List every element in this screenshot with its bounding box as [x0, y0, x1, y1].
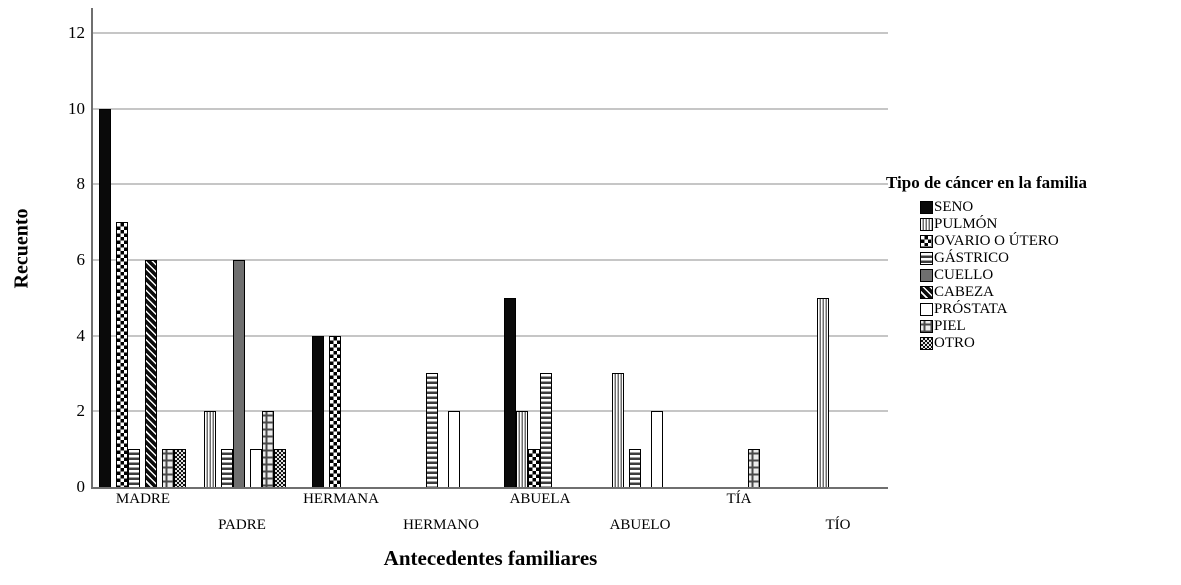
bar: [99, 109, 112, 487]
legend-item: SENO: [920, 199, 1087, 216]
bar: [426, 373, 439, 487]
legend-label: OVARIO O ÚTERO: [934, 232, 1059, 249]
y-tick-label: 2: [76, 401, 86, 420]
bar: [503, 298, 516, 487]
y-tick-label: 12: [68, 23, 85, 42]
legend-swatch-icon: [920, 217, 933, 231]
bar: [273, 449, 286, 487]
bar: [261, 411, 274, 487]
legend-label: PIEL: [934, 317, 966, 334]
legend-label: SENO: [934, 198, 974, 215]
legend-item: PRÓSTATA: [920, 301, 1087, 318]
y-tick-label: 0: [76, 477, 86, 496]
bar: [174, 449, 187, 487]
x-category-label: HERMANA: [303, 491, 379, 507]
bar-group-madre: [93, 10, 192, 487]
bar: [220, 449, 233, 487]
bar: [611, 373, 624, 487]
x-axis-title: Antecedentes familiares: [383, 546, 598, 570]
legend-swatch-icon: [920, 251, 933, 265]
legend-item: CABEZA: [920, 284, 1087, 301]
gridline: [93, 183, 888, 185]
bar: [128, 449, 141, 487]
bars-row: [93, 10, 888, 487]
legend-items: SENO PULMÓN OVARIO O ÚTERO GÁSTRICO CUELLO CA…: [886, 199, 1087, 352]
bar-group-hermano: [391, 10, 490, 487]
bar: [203, 411, 216, 487]
legend-label: GÁSTRICO: [934, 249, 1010, 266]
legend-swatch-icon: [920, 319, 933, 333]
legend-label: OTRO: [934, 334, 975, 351]
x-category-label: TÍA: [726, 491, 752, 507]
y-axis-title: Recuento: [10, 208, 33, 289]
y-tick-label: 6: [76, 250, 86, 269]
legend-label: PRÓSTATA: [934, 300, 1008, 317]
bar: [527, 449, 540, 487]
y-tick-label: 8: [76, 174, 86, 193]
bar: [145, 260, 158, 487]
legend-swatch-icon: [920, 234, 933, 248]
legend-swatch-icon: [920, 336, 933, 350]
gridline: [93, 108, 888, 110]
legend-swatch-icon: [920, 285, 933, 299]
x-category-label: MADRE: [115, 491, 171, 507]
bar-group-hermana: [292, 10, 391, 487]
legend-item: PIEL: [920, 318, 1087, 335]
bar: [232, 260, 245, 487]
legend-item: OVARIO O ÚTERO: [920, 233, 1087, 250]
bar-group-abuelo: [590, 10, 689, 487]
bar-group-padre: [192, 10, 291, 487]
legend: Tipo de cáncer en la familia SENO PULMÓN O…: [886, 173, 1088, 352]
bar: [628, 449, 641, 487]
bar-group-abuela: [491, 10, 590, 487]
y-tick-label: 4: [76, 326, 86, 345]
y-tick-label: 10: [68, 99, 85, 118]
bar-group-tía: [689, 10, 788, 487]
bar: [311, 336, 324, 487]
legend-item: GÁSTRICO: [920, 250, 1087, 267]
legend-item: OTRO: [920, 335, 1087, 352]
x-category-label: PADRE: [218, 517, 266, 533]
x-category-label: ABUELO: [609, 517, 671, 533]
bar: [116, 222, 129, 487]
x-category-label: HERMANO: [403, 517, 479, 533]
legend-swatch-icon: [920, 200, 933, 214]
legend-swatch-icon: [920, 268, 933, 282]
legend-label: PULMÓN: [934, 215, 998, 232]
bar: [650, 411, 663, 487]
bar: [249, 449, 262, 487]
legend-swatch-icon: [920, 302, 933, 316]
legend-item: PULMÓN: [920, 216, 1087, 233]
legend-title: Tipo de cáncer en la familia: [886, 173, 1088, 192]
bar: [162, 449, 175, 487]
bar: [539, 373, 552, 487]
gridline: [93, 32, 888, 34]
legend-label: CABEZA: [934, 283, 994, 300]
gridline: [93, 259, 888, 261]
y-axis-line: [91, 8, 93, 489]
bar: [747, 449, 760, 487]
bar: [817, 298, 830, 487]
bar: [328, 336, 341, 487]
bar: [515, 411, 528, 487]
gridline: [93, 335, 888, 337]
legend-item: CUELLO: [920, 267, 1087, 284]
x-category-label: ABUELA: [509, 491, 571, 507]
legend-label: CUELLO: [934, 266, 994, 283]
x-category-label: TÍO: [825, 517, 851, 533]
bar-group-tío: [789, 10, 888, 487]
gridline: [93, 410, 888, 412]
x-axis-line: [91, 487, 888, 489]
bar: [448, 411, 461, 487]
